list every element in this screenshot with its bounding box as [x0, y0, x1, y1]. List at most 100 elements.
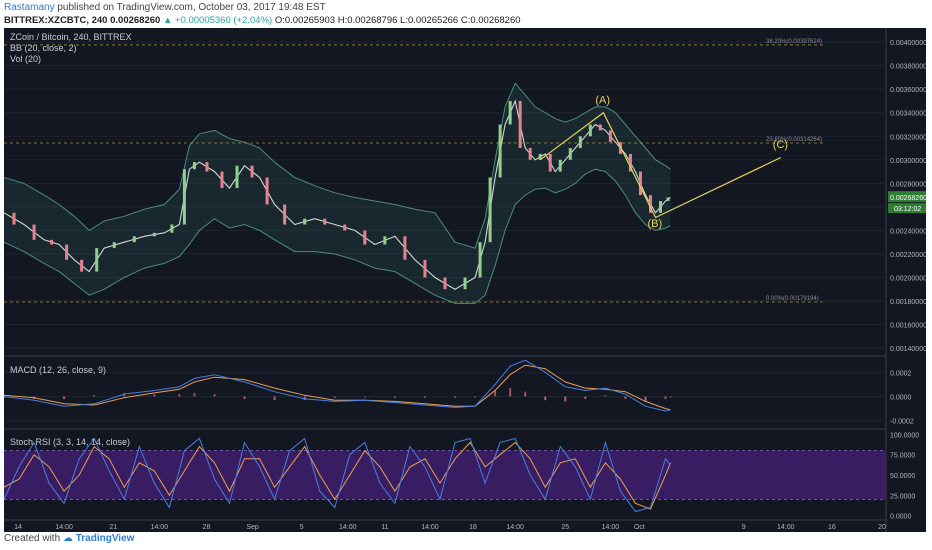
macd-histogram-bar	[193, 392, 196, 397]
change-label: ▲ +0.00005360 (+2.04%)	[162, 15, 273, 26]
bollinger-band-fill	[4, 83, 671, 304]
macd-histogram-bar	[363, 396, 366, 398]
price-candle	[95, 248, 99, 272]
time-tick-label: 21	[109, 524, 117, 531]
publish-text: published on TradingView.com, October 03…	[57, 2, 326, 13]
macd-line	[3, 359, 671, 412]
macd-histogram-bar	[273, 396, 276, 401]
macd-tick-label: 0.0002	[890, 370, 912, 377]
price-candle	[548, 153, 552, 172]
price-candle	[363, 230, 367, 245]
time-tick-label: 14:00	[602, 524, 620, 531]
price-candle	[588, 124, 592, 137]
price-candle	[132, 236, 136, 243]
price-candle	[508, 100, 512, 125]
macd-histogram-bar	[303, 396, 306, 401]
wave-label: (A)	[595, 94, 610, 106]
countdown-tag	[888, 203, 926, 214]
ohlc-close-value: 0.00268260	[470, 15, 521, 26]
stoch-d-line	[3, 441, 671, 510]
ohlc-open-key: O:	[274, 15, 285, 26]
ohlc-low-value: 0.00265266	[407, 15, 459, 26]
symbol-label: BITTREX:XZCBTC, 240	[4, 15, 108, 26]
macd-histogram-bar	[524, 391, 527, 397]
price-tick-label: 0.00240000	[890, 228, 926, 235]
time-axis[interactable]: 14 14:00 21 14:00 28 Sep 5 14:00 11 14:00 18 14:00 2…	[4, 519, 886, 531]
price-candle	[283, 204, 287, 225]
author-link[interactable]: Rastamany	[4, 2, 55, 13]
price-candle	[205, 162, 209, 172]
macd-pane[interactable]: 0.0002 0.0000 -0.0002	[3, 355, 914, 426]
price-candle	[12, 212, 16, 225]
fib-level-label: 38.20%(0.00397624)	[766, 39, 822, 45]
time-tick-label: 16	[828, 524, 836, 531]
macd-histogram-bar	[624, 396, 627, 399]
price-tick-label: 0.00200000	[890, 276, 926, 283]
time-tick-label: 14:00	[777, 524, 795, 531]
stoch-tick-label: 75.0000	[890, 453, 915, 460]
last-price: 0.00268260	[110, 15, 161, 26]
price-candle	[112, 242, 116, 249]
price-tick-label: 0.00360000	[890, 87, 926, 94]
footer: Created with ☁ TradingView	[4, 533, 134, 549]
time-tick-label: 18	[469, 524, 477, 531]
macd-histogram-bar	[178, 394, 181, 397]
time-tick-label: 14:00	[151, 524, 169, 531]
elliott-wave-path	[539, 111, 782, 219]
price-candle	[235, 165, 239, 189]
price-tick-label: 0.00300000	[890, 158, 926, 165]
price-candle	[403, 236, 407, 260]
price-tick-label: 0.00140000	[890, 346, 926, 353]
chart-frame[interactable]: 0.00400000 0.00380000 0.00360000 0.00340000…	[3, 28, 927, 532]
price-candle	[323, 218, 327, 225]
price-tick-label: 0.00340000	[890, 111, 926, 118]
macd-tick-label: -0.0002	[890, 419, 914, 426]
macd-tick-label: 0.0000	[890, 395, 912, 402]
wave-label: (B)	[647, 218, 662, 230]
legend-bb: BB (20, close, 2)	[10, 43, 77, 53]
time-tick-label: 25	[561, 524, 569, 531]
ohlc-low-key: L:	[400, 15, 408, 26]
last-price-tag-label: 0.00268260	[890, 195, 926, 202]
macd-histogram-bar	[213, 394, 216, 397]
price-candle	[50, 239, 54, 245]
time-tick-label: 5	[300, 524, 304, 531]
legend-macd: MACD (12, 26, close, 9)	[10, 365, 106, 375]
macd-histogram-bar	[584, 396, 587, 399]
price-tick-label: 0.00280000	[890, 181, 926, 188]
bollinger-lower	[3, 168, 671, 304]
price-candle	[558, 159, 562, 172]
legend-title: ZCoin / Bitcoin, 240, BITTREX	[10, 32, 132, 42]
macd-histogram-bar	[454, 396, 457, 398]
macd-histogram-bar	[509, 388, 512, 397]
price-pane[interactable]: 0.00400000 0.00380000 0.00360000 0.00340000…	[3, 28, 927, 532]
time-tick-label: 14:00	[55, 524, 73, 531]
time-tick-label: 14:00	[506, 524, 524, 531]
price-candle	[658, 201, 662, 213]
macd-histogram-bar	[153, 394, 156, 397]
macd-signal-line	[3, 364, 671, 411]
price-candle	[666, 197, 670, 202]
price-candle	[598, 124, 602, 131]
macd-histogram-bar	[644, 396, 647, 402]
macd-histogram-bar	[123, 392, 126, 397]
price-candle	[383, 236, 387, 245]
tradingview-logo-icon: ☁	[62, 533, 73, 544]
price-candle	[538, 153, 542, 160]
price-candle	[608, 130, 612, 143]
price-candle	[32, 224, 36, 240]
bollinger-upper	[3, 82, 671, 249]
price-candle	[303, 218, 307, 225]
macd-histogram-bar	[423, 396, 426, 398]
price-candle	[578, 136, 582, 149]
price-candle	[488, 177, 492, 243]
stoch-tick-label: 25.0000	[890, 493, 915, 500]
ohlc-high-value: 0.00268796	[347, 15, 398, 26]
fib-level-label: 0.00%(0.00179194)	[766, 296, 819, 302]
stoch-pane[interactable]: 100.0000 75.0000 50.0000 25.0000 0.0000	[3, 428, 919, 521]
price-candle	[628, 153, 632, 172]
price-tick-label: 0.00380000	[890, 64, 926, 71]
chart-svg[interactable]: 0.00400000 0.00380000 0.00360000 0.00340000…	[3, 28, 927, 532]
tradingview-brand[interactable]: TradingView	[75, 533, 135, 544]
macd-histogram-bar	[604, 395, 607, 397]
